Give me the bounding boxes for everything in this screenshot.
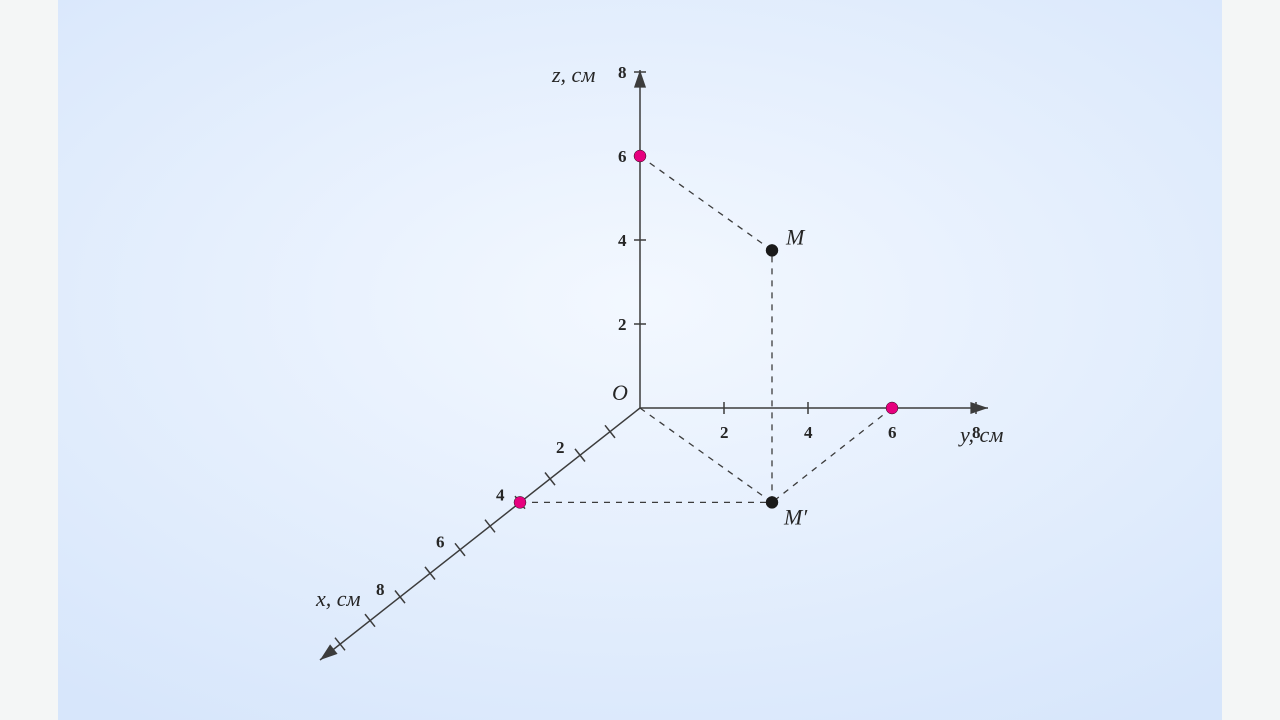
z-axis-label: z, см bbox=[551, 62, 595, 87]
svg-text:2: 2 bbox=[720, 423, 729, 442]
x-intercept-dot bbox=[514, 496, 526, 508]
label-M-prime: M′ bbox=[783, 504, 808, 529]
svg-text:4: 4 bbox=[804, 423, 813, 442]
svg-text:2: 2 bbox=[556, 438, 565, 457]
coord-diagram: 246824682468y, смz, смx, смOMM′ bbox=[0, 0, 1280, 720]
svg-text:6: 6 bbox=[618, 147, 627, 166]
diagram-container: 246824682468y, смz, смx, смOMM′ bbox=[0, 0, 1280, 720]
svg-text:4: 4 bbox=[618, 231, 627, 250]
point-M bbox=[766, 244, 778, 256]
svg-text:6: 6 bbox=[888, 423, 897, 442]
svg-text:6: 6 bbox=[436, 533, 445, 552]
svg-text:4: 4 bbox=[496, 485, 505, 504]
svg-text:8: 8 bbox=[618, 63, 627, 82]
x-axis-label: x, см bbox=[315, 586, 361, 611]
svg-text:8: 8 bbox=[376, 580, 385, 599]
label-M: M bbox=[785, 224, 806, 249]
point-M-prime bbox=[766, 496, 778, 508]
z-intercept-dot bbox=[634, 150, 646, 162]
svg-text:2: 2 bbox=[618, 315, 627, 334]
y-intercept-dot bbox=[886, 402, 898, 414]
y-axis-label: y, см bbox=[958, 422, 1003, 447]
origin-label: O bbox=[612, 380, 628, 405]
